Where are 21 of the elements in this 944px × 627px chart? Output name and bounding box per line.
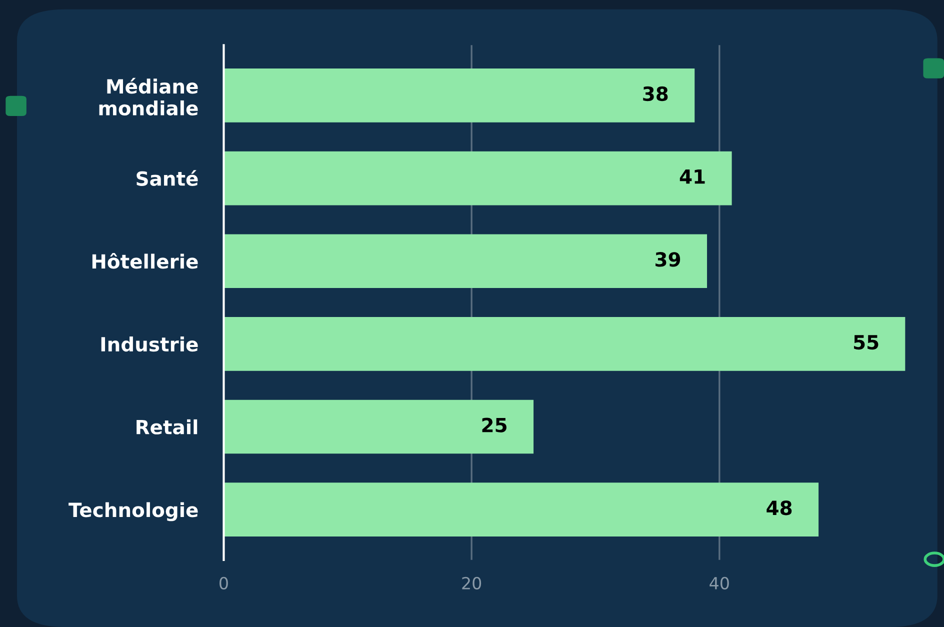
bar xyxy=(224,68,695,122)
y-tick-label: Santé xyxy=(136,170,198,186)
bar xyxy=(224,317,906,371)
data-label: 41 xyxy=(680,169,705,184)
y-tick-label: Technologie xyxy=(68,502,198,522)
data-label: 39 xyxy=(656,252,680,267)
y-tick-label: Retail xyxy=(136,419,198,434)
bar xyxy=(224,482,819,537)
x-tick-label: 0 xyxy=(220,576,228,590)
y-tick-label: Industrie xyxy=(101,336,198,352)
data-label: 25 xyxy=(482,418,506,432)
y-tick-label: Médiane mondiale xyxy=(99,78,198,116)
x-tick-label: 20 xyxy=(462,576,482,590)
bar xyxy=(224,400,534,454)
data-label: 48 xyxy=(766,500,792,516)
data-label: 38 xyxy=(643,86,668,102)
bar xyxy=(224,151,732,206)
data-label: 55 xyxy=(854,335,878,350)
x-tick-label: 40 xyxy=(710,576,729,590)
y-tick-label: Hôtellerie xyxy=(92,252,198,269)
bar xyxy=(224,234,708,288)
